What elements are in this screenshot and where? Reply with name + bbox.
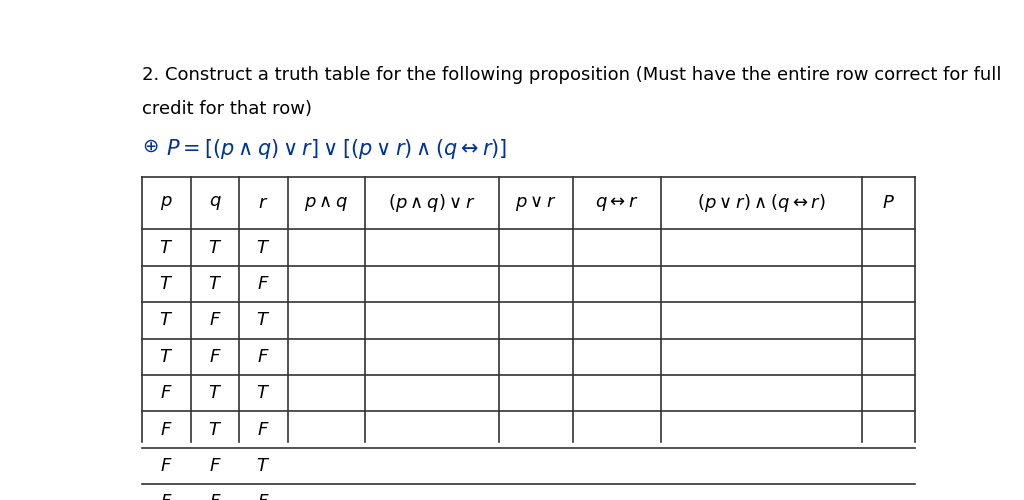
Text: $\mathit{F}$: $\mathit{F}$	[209, 494, 221, 500]
Text: $\mathit{p} \wedge \mathit{q}$: $\mathit{p} \wedge \mathit{q}$	[304, 194, 348, 213]
Text: $\mathit{r}$: $\mathit{r}$	[258, 194, 268, 212]
Text: $(\mathit{p} \vee \mathit{r}) \wedge (\mathit{q} \leftrightarrow \mathit{r})$: $(\mathit{p} \vee \mathit{r}) \wedge (\m…	[697, 192, 825, 214]
Text: $\mathit{F}$: $\mathit{F}$	[160, 494, 173, 500]
Text: $\mathit{T}$: $\mathit{T}$	[208, 384, 222, 402]
Text: $\mathit{T}$: $\mathit{T}$	[256, 384, 270, 402]
Text: $\mathit{p}$: $\mathit{p}$	[160, 194, 173, 212]
Text: $\mathit{F}$: $\mathit{F}$	[257, 420, 269, 438]
Text: $\mathit{T}$: $\mathit{T}$	[208, 275, 222, 293]
Text: $\mathit{T}$: $\mathit{T}$	[256, 457, 270, 475]
Text: $\mathit{T}$: $\mathit{T}$	[160, 275, 174, 293]
Text: $\mathit{F}$: $\mathit{F}$	[160, 457, 173, 475]
Text: $\mathit{F}$: $\mathit{F}$	[257, 275, 269, 293]
Text: $\mathit{F}$: $\mathit{F}$	[209, 312, 221, 330]
Text: $\mathit{T}$: $\mathit{T}$	[256, 238, 270, 256]
Text: $\mathit{T}$: $\mathit{T}$	[208, 238, 222, 256]
Text: $\mathit{F}$: $\mathit{F}$	[257, 348, 269, 366]
Text: $\mathit{T}$: $\mathit{T}$	[208, 420, 222, 438]
Text: $\mathit{T}$: $\mathit{T}$	[160, 312, 174, 330]
Text: $\mathit{F}$: $\mathit{F}$	[257, 494, 269, 500]
Text: $(\mathit{p} \wedge \mathit{q}) \vee \mathit{r}$: $(\mathit{p} \wedge \mathit{q}) \vee \ma…	[388, 192, 476, 214]
Text: $\mathit{F}$: $\mathit{F}$	[160, 384, 173, 402]
Text: credit for that row): credit for that row)	[142, 100, 312, 118]
Text: $\mathit{P}$: $\mathit{P}$	[882, 194, 895, 212]
Text: ⊕: ⊕	[142, 137, 159, 156]
Text: $\mathit{q} \leftrightarrow \mathit{r}$: $\mathit{q} \leftrightarrow \mathit{r}$	[595, 194, 639, 213]
Text: $\mathit{q}$: $\mathit{q}$	[209, 194, 221, 212]
Text: $\mathit{F}$: $\mathit{F}$	[160, 420, 173, 438]
Text: $\mathit{T}$: $\mathit{T}$	[256, 312, 270, 330]
Text: $\mathit{F}$: $\mathit{F}$	[209, 457, 221, 475]
Text: $\mathit{T}$: $\mathit{T}$	[160, 238, 174, 256]
Text: $\mathit{T}$: $\mathit{T}$	[160, 348, 174, 366]
Text: $P = [(p \wedge q) \vee r] \vee [(p \vee r) \wedge (q \leftrightarrow r)]$: $P = [(p \wedge q) \vee r] \vee [(p \vee…	[166, 137, 508, 161]
Text: $\mathit{F}$: $\mathit{F}$	[209, 348, 221, 366]
Text: $\mathit{p} \vee \mathit{r}$: $\mathit{p} \vee \mathit{r}$	[515, 194, 557, 213]
Text: 2. Construct a truth table for the following proposition (Must have the entire r: 2. Construct a truth table for the follo…	[142, 66, 1001, 84]
